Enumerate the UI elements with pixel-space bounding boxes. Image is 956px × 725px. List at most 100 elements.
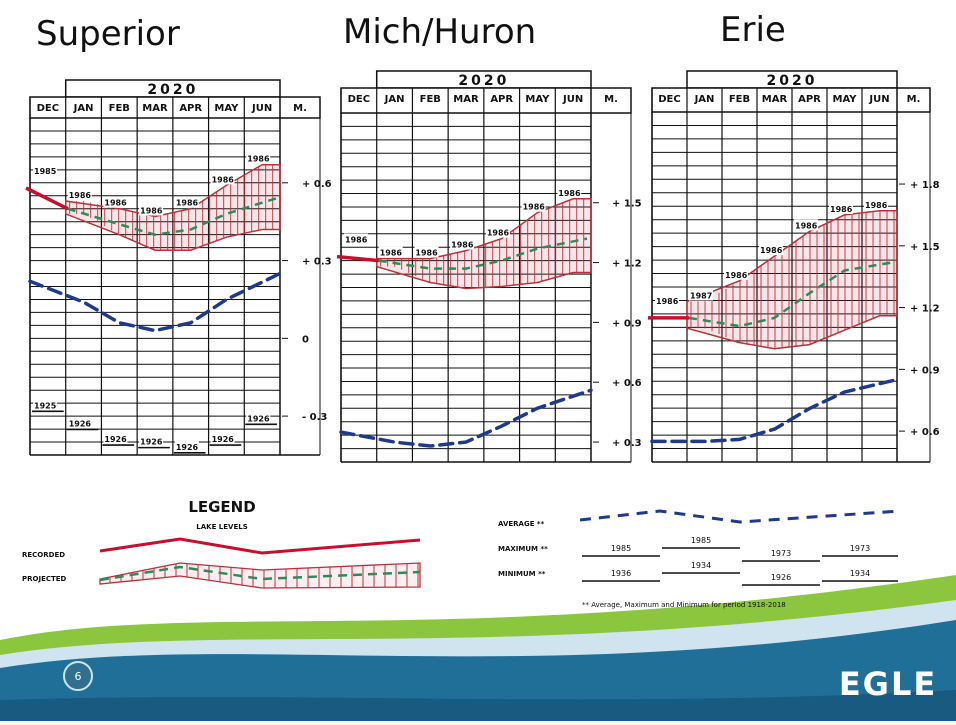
month-label: DEC [37, 103, 59, 114]
year-label: 2020 [458, 73, 509, 89]
month-label: JUN [562, 94, 583, 105]
average-line [28, 271, 282, 333]
year-tag-bg [655, 294, 679, 306]
month-label: JAN [73, 103, 94, 114]
min-year-label: 1926 [140, 438, 163, 447]
legend-min-year: 1926 [771, 573, 791, 582]
max-year-label: 1986 [523, 203, 546, 212]
legend: LEGEND LAKE LEVELS RECORDED PROJECTED AVERAG… [22, 498, 901, 609]
year-tag-bg [67, 188, 92, 200]
month-header-row [651, 87, 931, 113]
max-year-label: 1986 [104, 199, 127, 208]
year-tag-bg [210, 433, 235, 445]
average-line [650, 377, 899, 444]
year-tag-bg [414, 246, 439, 258]
max-year-label: 1986 [865, 201, 888, 210]
year-tag-bg [689, 289, 713, 301]
min-year-label: 1926 [104, 435, 127, 444]
max-year-label: 1986 [558, 189, 581, 198]
month-label: DEC [348, 94, 370, 105]
year-tag-bg [103, 433, 128, 445]
month-label: JUN [868, 94, 889, 105]
unit-label: M. [907, 94, 921, 105]
year-tag-bg [67, 417, 92, 429]
wave-blue [0, 620, 956, 721]
max-year-label: 1986 [140, 207, 163, 216]
projected-line [67, 197, 277, 236]
panel-erie: Erie 2020 DEC JAN FEB MAR APR MAY JUN M. + 1.8 + 1.… [648, 10, 940, 463]
legend-min-year: 1934 [691, 561, 711, 570]
year-tag-bg [521, 200, 546, 212]
min-year-label: 1926 [69, 419, 92, 428]
min-year-label: 1926 [176, 443, 199, 452]
tick-label: + 0.9 [612, 318, 642, 329]
average-line [339, 388, 593, 448]
footer-wave [0, 575, 956, 721]
year-tag-bg [246, 152, 271, 164]
year-tag-bg [246, 412, 271, 424]
month-label: APR [798, 94, 821, 105]
legend-footnote: ** Average, Maximum and Minimum for peri… [582, 601, 786, 609]
max-year-label: 1986 [830, 205, 853, 214]
legend-min-year: 1934 [850, 569, 870, 578]
year-tag-bg [344, 233, 368, 245]
tick-label: + 1.2 [910, 304, 940, 315]
year-tag-bg [174, 440, 199, 452]
legend-min-year: 1936 [611, 569, 631, 578]
year-tag-bg [864, 198, 888, 210]
range-band [64, 163, 281, 251]
month-label: DEC [658, 94, 680, 105]
year-tag-bg [33, 164, 57, 176]
tick-label: + 0.6 [910, 427, 940, 438]
month-label: MAR [762, 94, 788, 105]
year-tag-bg [450, 238, 475, 250]
max-year-label: 1986 [247, 155, 270, 164]
panel-superior: Superior 2020 DEC JAN FEB MAR APR MAY JUN M. + 0.6… [25, 14, 332, 456]
max-year-label: 1986 [760, 246, 783, 255]
max-year-label: 1986 [212, 175, 235, 184]
wave-deep [0, 690, 956, 721]
legend-max-year: 1973 [771, 549, 791, 558]
tick-label: + 1.8 [910, 180, 940, 191]
year-tag-bg [174, 196, 199, 208]
max-year-label: 1987 [690, 291, 712, 300]
legend-maximum-label: MAXIMUM ** [498, 545, 548, 553]
max-year-label: 1986 [380, 249, 403, 258]
legend-recorded-line [99, 537, 421, 555]
tick-label: + 1.2 [612, 259, 642, 270]
page-number: 6 [75, 670, 82, 683]
year-tag-bg [794, 219, 818, 231]
month-label: FEB [420, 94, 441, 105]
legend-average-label: AVERAGE ** [498, 520, 545, 528]
legend-max-year: 1973 [850, 544, 870, 553]
panel-title: Superior [36, 14, 180, 54]
legend-minimum-label: MINIMUM ** [498, 570, 546, 578]
month-label: FEB [109, 103, 130, 114]
max-year-label: 1986 [176, 199, 199, 208]
legend-projected-label: PROJECTED [22, 575, 67, 583]
month-label: MAY [214, 103, 239, 114]
max-year-label: 1986 [415, 249, 438, 258]
max-year-label: 1986 [345, 236, 368, 245]
max-year-label: 1986 [795, 221, 818, 230]
max-year-label: 1985 [34, 167, 57, 176]
recorded-line [25, 186, 69, 211]
year-label: 2020 [147, 82, 198, 98]
max-year-label: 1986 [656, 297, 679, 306]
month-label: MAR [453, 94, 479, 105]
year-tag-bg [139, 204, 164, 216]
tick-label: + 0.6 [302, 179, 332, 190]
month-label: MAY [833, 94, 858, 105]
year-tag-bg [724, 268, 748, 280]
year-tag-bg [759, 244, 783, 256]
legend-range-band [99, 562, 421, 589]
brand-logo: EGLE [839, 665, 937, 703]
tick-label: + 1.5 [910, 242, 940, 253]
max-year-label: 1986 [725, 271, 748, 280]
year-tag-bg [139, 435, 164, 447]
month-label: FEB [729, 94, 750, 105]
year-tag-bg [485, 226, 510, 238]
unit-label: M. [293, 103, 307, 114]
month-label: APR [179, 103, 202, 114]
